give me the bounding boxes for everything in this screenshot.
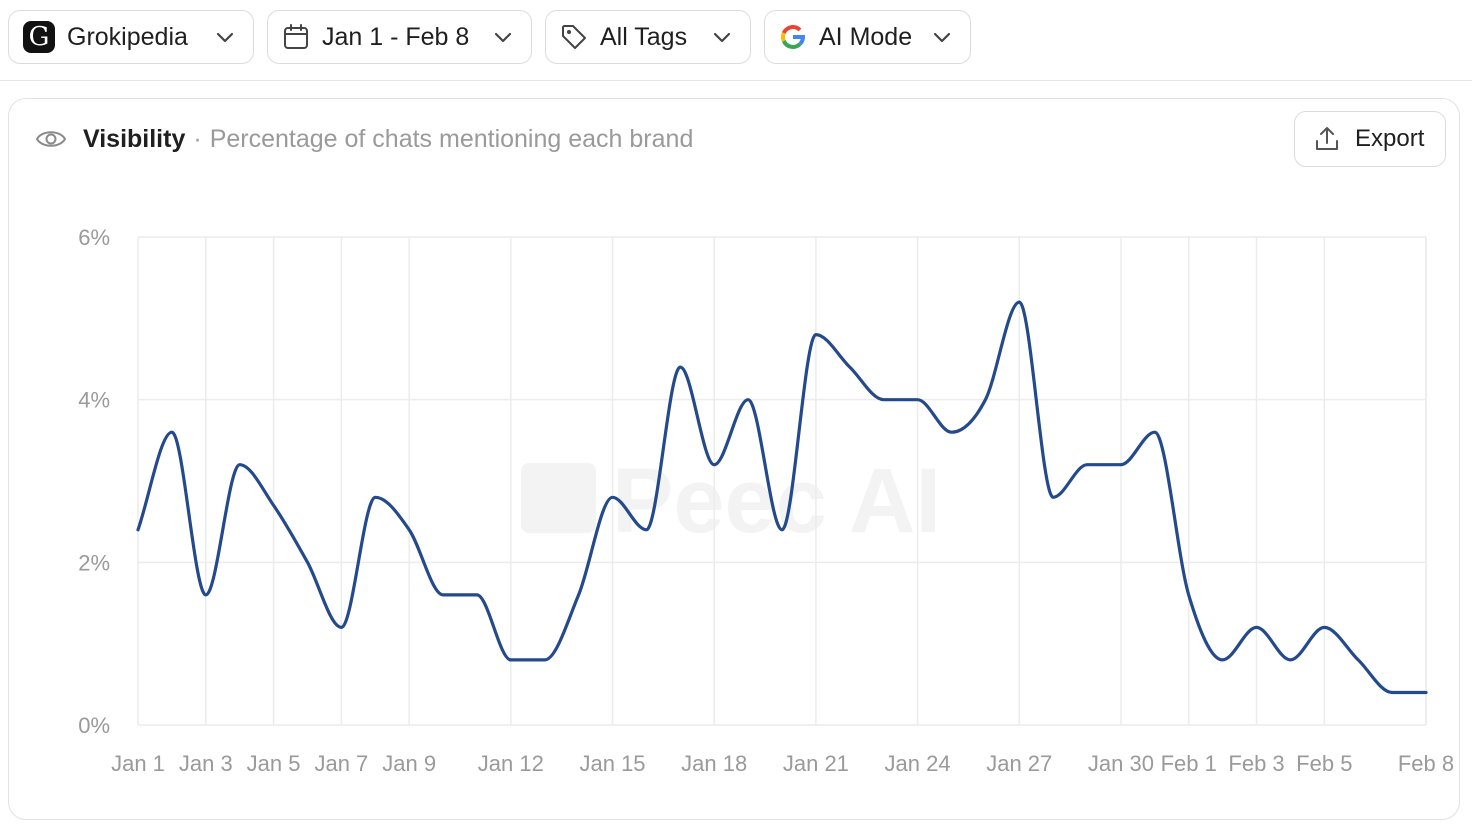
x-tick-label: Jan 12 (478, 751, 544, 776)
y-tick-label: 2% (78, 550, 110, 575)
tags-dropdown[interactable]: All Tags (545, 10, 751, 64)
x-tick-label: Jan 15 (579, 751, 645, 776)
x-tick-label: Feb 8 (1398, 751, 1454, 776)
x-tick-label: Jan 27 (986, 751, 1052, 776)
chevron-down-icon (933, 32, 951, 43)
y-tick-label: 6% (78, 225, 110, 250)
x-tick-label: Jan 7 (314, 751, 368, 776)
date-range-dropdown[interactable]: Jan 1 - Feb 8 (267, 10, 532, 64)
x-tick-label: Jan 5 (247, 751, 301, 776)
export-label: Export (1355, 125, 1425, 152)
x-tick-label: Feb 1 (1161, 751, 1217, 776)
watermark-logo-icon (521, 463, 596, 533)
brand-filter-label: Grokipedia (67, 22, 188, 51)
x-tick-label: Jan 21 (783, 751, 849, 776)
title-separator: · (193, 124, 202, 153)
chevron-down-icon (216, 32, 234, 43)
visibility-series-line (136, 300, 1428, 695)
tags-label: All Tags (600, 22, 688, 51)
x-tick-label: Feb 3 (1228, 751, 1284, 776)
x-tick-label: Feb 5 (1296, 751, 1352, 776)
date-range-label: Jan 1 - Feb 8 (322, 22, 470, 51)
y-tick-label: 0% (78, 713, 110, 738)
brand-filter-dropdown[interactable]: G Grokipedia (8, 10, 254, 64)
y-tick-label: 4% (78, 388, 110, 413)
x-tick-label: Jan 1 (111, 751, 165, 776)
chevron-down-icon (494, 32, 512, 43)
eye-icon (35, 131, 67, 147)
filter-bar: G Grokipedia Jan 1 - Feb 8 All Tags AI M… (0, 0, 1472, 81)
card-title: Visibility (83, 124, 186, 153)
visibility-card: Visibility · Percentage of chats mention… (8, 98, 1460, 820)
x-tick-label: Jan 18 (681, 751, 747, 776)
card-subtitle: Percentage of chats mentioning each bran… (209, 124, 694, 153)
calendar-icon (284, 24, 308, 49)
x-tick-label: Jan 9 (382, 751, 436, 776)
x-tick-label: Jan 3 (179, 751, 233, 776)
x-tick-label: Jan 30 (1088, 751, 1154, 776)
google-logo-icon (780, 24, 806, 49)
upload-icon (1316, 127, 1338, 150)
x-tick-label: Jan 24 (885, 751, 951, 776)
tag-icon (562, 25, 586, 49)
watermark: Peec AI (521, 450, 941, 552)
chevron-down-icon (713, 32, 731, 43)
engine-label: AI Mode (819, 22, 913, 51)
engine-dropdown[interactable]: AI Mode (764, 10, 971, 64)
grokipedia-logo-icon: G (23, 21, 55, 53)
watermark-text: Peec AI (612, 450, 941, 552)
export-button[interactable]: Export (1294, 111, 1446, 167)
card-header: Visibility · Percentage of chats mention… (35, 121, 693, 157)
